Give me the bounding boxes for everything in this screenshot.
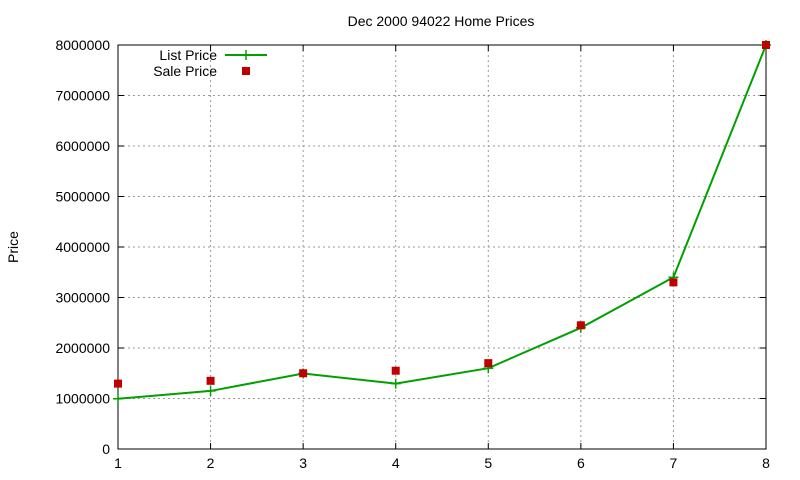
x-tick-label: 1 <box>114 455 122 471</box>
legend-marker <box>241 50 251 60</box>
y-tick-label: 4000000 <box>55 239 110 255</box>
y-tick-label: 8000000 <box>55 37 110 53</box>
data-point <box>390 378 401 389</box>
data-point <box>669 278 678 287</box>
data-point <box>484 359 493 368</box>
data-point <box>762 41 770 49</box>
y-tick-label: 6000000 <box>55 138 110 154</box>
y-tick-label: 5000000 <box>55 189 110 205</box>
data-point <box>299 369 308 378</box>
x-tick-label: 7 <box>670 455 678 471</box>
tick-marks <box>117 44 767 450</box>
data-point <box>391 366 400 375</box>
series-1 <box>114 41 770 388</box>
data-point <box>114 379 122 388</box>
y-tick-labels: 0 1000000 2000000 3000000 4000000 5000000 6000… <box>55 37 110 457</box>
y-tick-label: 0 <box>102 441 110 457</box>
data-point <box>206 376 215 385</box>
y-tick-label: 2000000 <box>55 340 110 356</box>
y-tick-label: 7000000 <box>55 88 110 104</box>
y-tick-label: 3000000 <box>55 290 110 306</box>
x-tick-labels: 1 2 3 4 5 6 7 8 <box>114 455 770 471</box>
legend-label: List Price <box>159 47 217 63</box>
x-tick-label: 3 <box>299 455 307 471</box>
chart-title: Dec 2000 94022 Home Prices <box>348 13 535 29</box>
legend-label: Sale Price <box>153 63 217 79</box>
y-axis-label: Price <box>5 231 21 263</box>
x-tick-label: 6 <box>577 455 585 471</box>
data-point <box>113 393 123 404</box>
x-tick-label: 4 <box>392 455 400 471</box>
x-tick-label: 8 <box>762 455 770 471</box>
data-point <box>576 321 585 330</box>
y-tick-label: 1000000 <box>55 391 110 407</box>
data-point <box>205 385 216 396</box>
series-layer <box>113 40 771 404</box>
grid-lines <box>118 45 766 449</box>
series-line <box>117 44 767 400</box>
legend-marker <box>242 67 250 75</box>
x-tick-label: 2 <box>207 455 215 471</box>
x-tick-label: 5 <box>484 455 492 471</box>
